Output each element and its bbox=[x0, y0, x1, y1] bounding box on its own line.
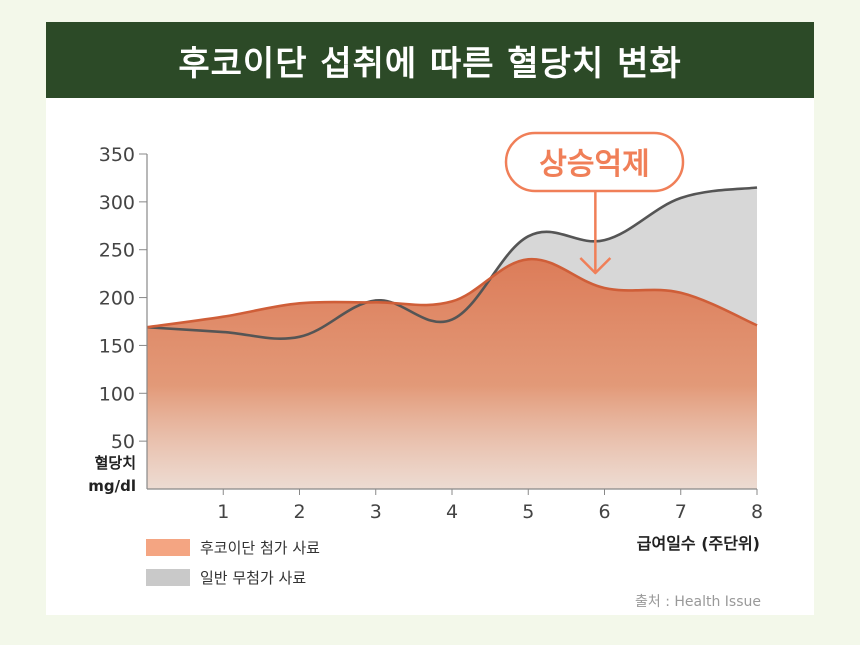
source-note: 출처 : Health Issue bbox=[634, 594, 761, 610]
legend-label-normal: 일반 무첨가 사료 bbox=[200, 569, 307, 587]
legend-swatch-fucoidan bbox=[146, 539, 190, 556]
legend-item-fucoidan: 후코이단 첨가 사료 bbox=[146, 537, 320, 558]
series-line-fucoidan bbox=[146, 257, 758, 329]
x-tick-label: 1 bbox=[217, 501, 229, 523]
x-tick-label: 7 bbox=[675, 501, 687, 523]
y-tick-label: 250 bbox=[99, 240, 135, 262]
legend-label-fucoidan: 후코이단 첨가 사료 bbox=[200, 539, 320, 557]
x-tick-label: 3 bbox=[370, 501, 382, 523]
y-tick-label: 300 bbox=[99, 192, 135, 214]
y-axis-label: mg/dl bbox=[88, 477, 136, 495]
x-tick-label: 4 bbox=[446, 501, 458, 523]
annotation-label: 상승억제 bbox=[539, 147, 649, 182]
chart-card: 후코이단 섭취에 따른 혈당치 변화 350 300 250 200 150 100 50 1… bbox=[46, 22, 814, 615]
x-tick-label: 6 bbox=[598, 501, 610, 523]
y-tick-label: 100 bbox=[99, 383, 135, 405]
legend-swatch-normal bbox=[146, 569, 190, 586]
y-tick-label: 50 bbox=[111, 431, 135, 453]
series-line-normal bbox=[146, 186, 758, 341]
annotation-arrow-head bbox=[579, 257, 612, 275]
title-banner: 후코이단 섭취에 따른 혈당치 변화 bbox=[46, 22, 814, 98]
x-tick-label: 5 bbox=[522, 501, 534, 523]
chart-title: 후코이단 섭취에 따른 혈당치 변화 bbox=[178, 43, 682, 84]
y-axis-label: 혈당치 bbox=[95, 454, 136, 472]
x-axis-label: 급여일수 (주단위) bbox=[637, 534, 760, 553]
series-area-fucoidan bbox=[147, 259, 757, 489]
legend-item-normal: 일반 무첨가 사료 bbox=[146, 567, 306, 588]
y-tick-label: 200 bbox=[99, 288, 135, 310]
y-tick-label: 350 bbox=[99, 144, 135, 166]
x-tick-label: 8 bbox=[751, 501, 763, 523]
chart-svg: 350 300 250 200 150 100 50 1 2 3 4 5 6 7 8 혈당치 mg/dl 급여일수… bbox=[88, 131, 763, 553]
y-tick-label: 150 bbox=[99, 335, 135, 357]
x-tick-label: 2 bbox=[293, 501, 305, 523]
